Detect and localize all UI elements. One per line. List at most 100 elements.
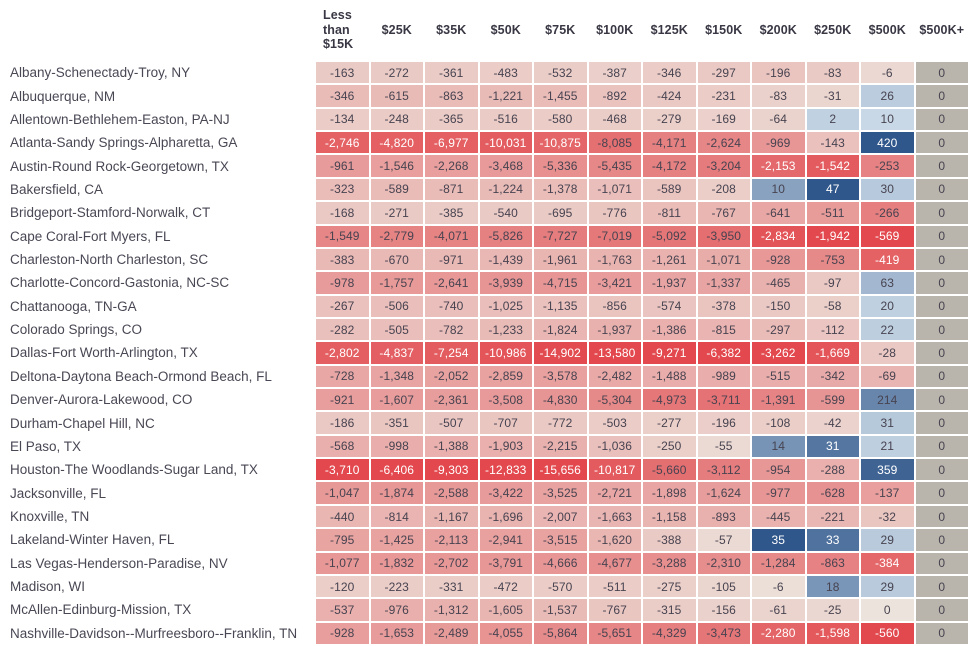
heatmap-cell: -361 [425, 62, 478, 84]
corner-spacer [0, 0, 314, 60]
heatmap-cell: -267 [316, 295, 369, 317]
heatmap-cell: -1,337 [697, 272, 750, 294]
column-header: $125K [650, 22, 688, 37]
heatmap-cell: -4,677 [588, 552, 641, 574]
heatmap-cell: -892 [588, 85, 641, 107]
heatmap-cell: 359 [861, 459, 914, 481]
heatmap-cell: 22 [861, 318, 914, 341]
heatmap-cell: -871 [425, 178, 478, 201]
heatmap-cell: -2,702 [425, 552, 478, 574]
row-label: Madison, WI [0, 575, 314, 598]
column-header: $500K [868, 22, 906, 37]
heatmap-cell: -3,791 [479, 552, 532, 574]
heatmap-cell: -5,826 [479, 225, 532, 247]
heatmap-cell: -3,525 [534, 482, 587, 504]
heatmap-cell: -465 [752, 272, 805, 294]
heatmap-cell: -13,580 [588, 342, 641, 364]
heatmap-cell: -1,598 [806, 622, 859, 644]
column-header: $500K+ [919, 22, 965, 37]
heatmap-cell: 30 [861, 178, 914, 201]
heatmap-cell: -1,158 [643, 505, 696, 528]
heatmap-cell: -1,903 [479, 435, 532, 458]
heatmap-cell: -1,537 [534, 599, 587, 621]
heatmap-cell: -1,025 [479, 295, 532, 317]
heatmap-cell: -695 [534, 202, 587, 224]
heatmap-cell: 0 [915, 599, 968, 621]
heatmap-cell: -811 [643, 202, 696, 224]
heatmap-cell: 0 [915, 389, 968, 411]
heatmap-cell: -6,406 [370, 459, 423, 481]
heatmap-cell: -10,817 [588, 459, 641, 481]
heatmap-cell: 0 [915, 132, 968, 154]
heatmap-cell: -1,233 [479, 318, 532, 341]
heatmap-cell: -1,832 [370, 552, 423, 574]
heatmap-cell: -1,937 [643, 272, 696, 294]
heatmap-cell: -2,153 [752, 155, 805, 177]
heatmap-cell: -282 [316, 318, 369, 341]
heatmap-cell: -628 [806, 482, 859, 504]
heatmap-cell: -150 [752, 295, 805, 317]
heatmap-cell: -69 [861, 365, 914, 388]
heatmap-cell: -1,224 [479, 178, 532, 201]
heatmap-cell: 0 [915, 622, 968, 644]
heatmap-cell: -1,937 [588, 318, 641, 341]
heatmap-cell: -4,172 [643, 155, 696, 177]
row-label: El Paso, TX [0, 435, 314, 458]
heatmap-cell: 63 [861, 272, 914, 294]
heatmap-cell: -971 [425, 248, 478, 271]
heatmap-cell: -2,113 [425, 529, 478, 551]
heatmap-cell: -275 [643, 575, 696, 598]
heatmap-cell: 0 [915, 505, 968, 528]
heatmap-cell: -186 [316, 412, 369, 434]
heatmap-cell: -3,710 [316, 459, 369, 481]
heatmap-cell: -977 [752, 482, 805, 504]
heatmap-cell: -468 [588, 108, 641, 131]
heatmap-cell: -55 [697, 435, 750, 458]
heatmap-cell: -4,820 [370, 132, 423, 154]
heatmap-cell: -221 [806, 505, 859, 528]
heatmap-cell: -961 [316, 155, 369, 177]
heatmap-cell: -108 [752, 412, 805, 434]
heatmap-cell: 0 [915, 365, 968, 388]
heatmap-cell: -14,902 [534, 342, 587, 364]
heatmap-cell: 31 [806, 435, 859, 458]
heatmap-cell: -511 [588, 575, 641, 598]
heatmap-cell: -6,977 [425, 132, 478, 154]
heatmap-cell: -58 [806, 295, 859, 317]
heatmap-cell: -1,488 [643, 365, 696, 388]
row-label: Austin-Round Rock-Georgetown, TX [0, 155, 314, 177]
heatmap-cell: -1,549 [316, 225, 369, 247]
heatmap-cell: -5,660 [643, 459, 696, 481]
heatmap-cell: -1,312 [425, 599, 478, 621]
heatmap-cell: -10,986 [479, 342, 532, 364]
heatmap-cell: -641 [752, 202, 805, 224]
heatmap-cell: 0 [915, 108, 968, 131]
heatmap-cell: 0 [915, 225, 968, 247]
heatmap-cell: 29 [861, 575, 914, 598]
heatmap-cell: 2 [806, 108, 859, 131]
heatmap-cell: -2,802 [316, 342, 369, 364]
heatmap-cell: -2,779 [370, 225, 423, 247]
heatmap-cell: -3,421 [588, 272, 641, 294]
heatmap-cell: 0 [915, 248, 968, 271]
heatmap-cell: -105 [697, 575, 750, 598]
heatmap-cell: 0 [915, 85, 968, 107]
heatmap-cell: -2,489 [425, 622, 478, 644]
row-label: Bakersfield, CA [0, 178, 314, 201]
heatmap-cell: -1,391 [752, 389, 805, 411]
heatmap-cell: -231 [697, 85, 750, 107]
heatmap-cell: -1,221 [479, 85, 532, 107]
heatmap-cell: -989 [697, 365, 750, 388]
heatmap-cell: -137 [861, 482, 914, 504]
heatmap-cell: -2,721 [588, 482, 641, 504]
heatmap-cell: -2,834 [752, 225, 805, 247]
heatmap-cell: -342 [806, 365, 859, 388]
heatmap-cell: 10 [752, 178, 805, 201]
row-label: Cape Coral-Fort Myers, FL [0, 225, 314, 247]
heatmap-cell: -4,071 [425, 225, 478, 247]
heatmap-cell: -2,588 [425, 482, 478, 504]
heatmap-cell: -112 [806, 318, 859, 341]
heatmap-cell: -5,435 [588, 155, 641, 177]
heatmap-cell: -795 [316, 529, 369, 551]
heatmap-cell: -2,641 [425, 272, 478, 294]
